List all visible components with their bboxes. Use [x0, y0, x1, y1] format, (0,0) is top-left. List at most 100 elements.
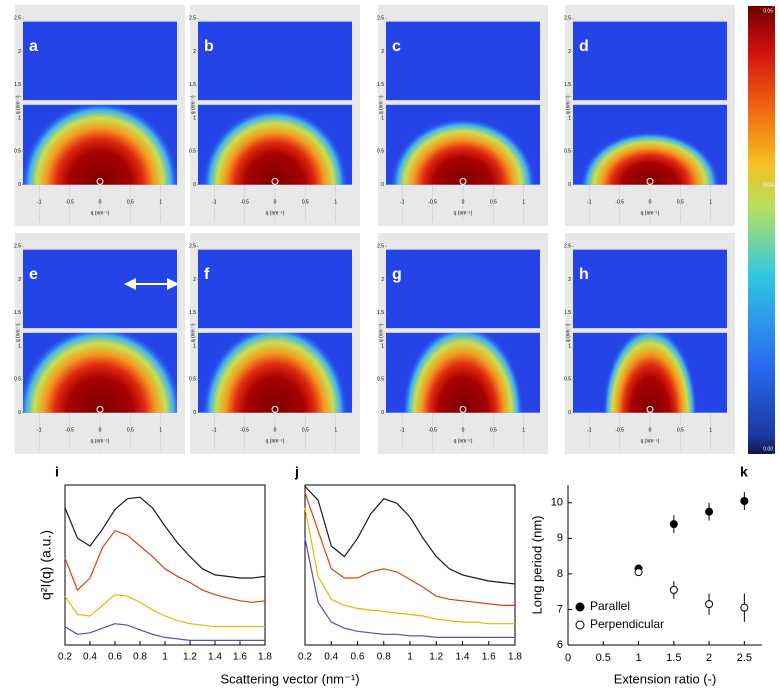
panel-label: a [29, 38, 38, 55]
y-tick-label: 0 [193, 410, 196, 416]
y-tick-label: 0 [568, 182, 571, 188]
beam-stop [459, 177, 467, 185]
y-tick-label: 7 [557, 603, 563, 615]
detector-upper [386, 21, 540, 101]
y-tick-label: 1.5 [377, 310, 384, 316]
pattern [202, 108, 348, 185]
y-tick-label: 0.5 [377, 149, 384, 155]
y-axis-label: q (nm⁻¹) [15, 95, 21, 114]
y-tick-label: 2 [193, 277, 196, 283]
x-tick-label: 0.6 [108, 652, 122, 663]
x-tick-label: 0 [649, 199, 652, 205]
x-tick-label: -1 [587, 427, 592, 433]
detector-upper [386, 249, 540, 329]
x-tick-label: 1.4 [208, 652, 222, 663]
x-tick-label: 1 [522, 199, 525, 205]
legend-marker [575, 620, 585, 630]
x-tick-label: 0.4 [83, 652, 97, 663]
x-tick-label: 0.5 [302, 427, 309, 433]
y-axis-label: q (nm⁻¹) [190, 95, 196, 114]
pattern [23, 104, 177, 185]
x-tick-label: 2.5 [737, 652, 752, 664]
x-tick-label: 0 [274, 199, 277, 205]
y-axis-label: q (nm⁻¹) [565, 95, 571, 114]
panel-label: d [579, 38, 589, 55]
x-tick-label: -1 [37, 427, 42, 433]
y-tick-label: 2.5 [564, 244, 571, 250]
y-tick-label: 1.5 [564, 310, 571, 316]
beam-stop [96, 177, 104, 185]
y-tick-label: 0.5 [189, 149, 196, 155]
x-axis-label: Extension ratio (-) [614, 671, 717, 686]
x-tick-label: 0.5 [677, 427, 684, 433]
y-tick-label: 2 [568, 277, 571, 283]
pattern [580, 131, 720, 185]
y-tick-label: 2.5 [14, 16, 21, 22]
y-tick-label: 9 [557, 532, 563, 544]
x-tick-label: 1.4 [456, 652, 470, 663]
panel-label: h [579, 266, 589, 283]
colorbar-tick-label: 0.00 [763, 446, 773, 452]
x-tick-label: 1.8 [508, 652, 522, 663]
scattering [402, 332, 524, 413]
x-axis-label: q (nm⁻¹) [91, 210, 110, 216]
x-tick-label: 1 [334, 427, 337, 433]
y-tick-label: 0 [381, 182, 384, 188]
y-tick-label: 1.5 [189, 82, 196, 88]
y-tick-label: 6 [557, 639, 563, 651]
x-tick-label: 0.8 [133, 652, 147, 663]
x-tick-label: 1 [709, 199, 712, 205]
pattern [402, 332, 524, 413]
x-tick-label: -1 [212, 427, 217, 433]
curve [304, 486, 516, 585]
x-tick-label: -0.5 [65, 427, 74, 433]
x-tick-label: 0.5 [302, 199, 309, 205]
x-tick-label: 0.4 [324, 652, 338, 663]
y-axis-label: q (nm⁻¹) [378, 95, 384, 114]
curve [64, 623, 265, 641]
panel-label: k [740, 464, 748, 480]
x-tick-label: 0 [99, 427, 102, 433]
y-axis-label: q (nm⁻¹) [15, 323, 21, 342]
x-tick-label: 1 [709, 427, 712, 433]
x-tick-label: 0.5 [490, 199, 497, 205]
x-tick-label: 0.5 [596, 652, 611, 664]
y-tick-label: 2 [18, 277, 21, 283]
y-axis-label: q²I(q) (a.u.) [38, 530, 54, 600]
x-tick-label: 1 [162, 652, 168, 663]
point [634, 568, 643, 577]
y-tick-label: 1 [18, 115, 21, 121]
x-tick-label: 0.2 [58, 652, 72, 663]
curve [304, 492, 515, 606]
y-tick-label: 2 [568, 49, 571, 55]
y-tick-label: 8 [557, 568, 563, 580]
scattering [580, 131, 720, 185]
x-tick-label: -1 [212, 199, 217, 205]
x-tick-label: -0.5 [615, 427, 624, 433]
curve [64, 594, 265, 628]
x-axis-label: q (nm⁻¹) [454, 210, 473, 216]
x-tick-label: 1.2 [183, 652, 197, 663]
x-axis-label: q (nm⁻¹) [454, 438, 473, 444]
x-axis-label: q (nm⁻¹) [266, 438, 285, 444]
x-tick-label: 2 [706, 652, 712, 664]
colorbar-tick-label: 0.03 [763, 183, 773, 189]
pattern [23, 332, 177, 413]
pattern [390, 118, 536, 185]
x-tick-label: 1 [635, 652, 641, 664]
x-tick-label: 0 [649, 427, 652, 433]
curve [304, 538, 515, 638]
x-tick-label: -1 [400, 199, 405, 205]
x-tick-label: 1 [407, 652, 413, 663]
y-tick-label: 2.5 [189, 244, 196, 250]
x-tick-label: 1 [159, 427, 162, 433]
x-tick-label: -0.5 [615, 199, 624, 205]
panel-label: g [392, 266, 402, 283]
y-tick-label: 1.5 [564, 82, 571, 88]
point [740, 603, 749, 612]
x-tick-label: 0 [565, 652, 571, 664]
panel-label: i [55, 464, 59, 480]
y-tick-label: 1 [193, 115, 196, 121]
x-tick-label: -0.5 [428, 199, 437, 205]
point [705, 600, 714, 609]
